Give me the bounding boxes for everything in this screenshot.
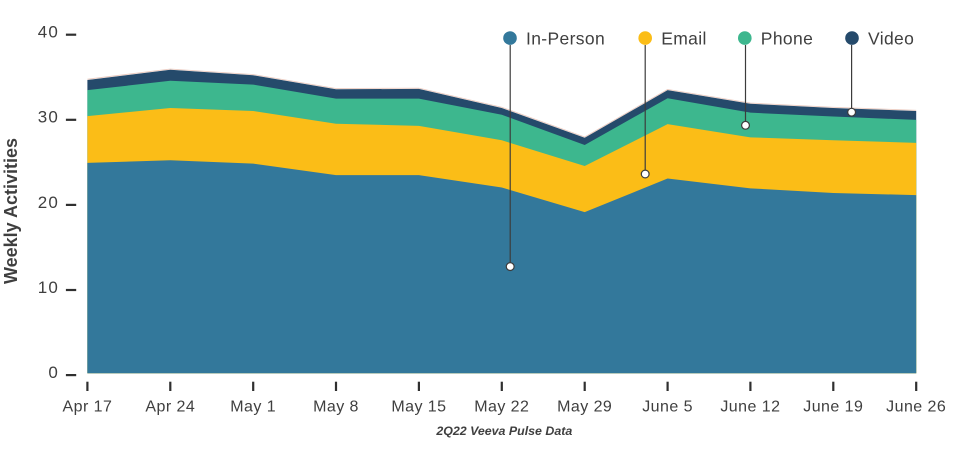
svg-text:20: 20 — [38, 193, 59, 212]
svg-text:Weekly Activities: Weekly Activities — [1, 138, 21, 284]
svg-text:May 15: May 15 — [391, 398, 446, 415]
svg-text:Email: Email — [661, 28, 707, 48]
svg-text:May 8: May 8 — [313, 398, 359, 415]
svg-text:June 26: June 26 — [886, 398, 946, 415]
svg-text:May 22: May 22 — [474, 398, 529, 415]
svg-text:40: 40 — [38, 23, 59, 42]
svg-text:10: 10 — [38, 278, 59, 297]
svg-text:May 29: May 29 — [557, 398, 612, 415]
svg-text:In-Person: In-Person — [526, 28, 605, 48]
svg-text:Video: Video — [868, 28, 914, 48]
svg-text:Phone: Phone — [761, 28, 813, 48]
svg-text:30: 30 — [38, 108, 59, 127]
svg-text:June 19: June 19 — [803, 398, 863, 415]
svg-text:Apr 24: Apr 24 — [145, 398, 195, 415]
svg-text:0: 0 — [48, 363, 59, 382]
svg-text:June 5: June 5 — [642, 398, 693, 415]
svg-text:May 1: May 1 — [230, 398, 276, 415]
svg-text:2Q22 Veeva Pulse Data: 2Q22 Veeva Pulse Data — [435, 424, 572, 438]
svg-text:June 12: June 12 — [720, 398, 780, 415]
svg-text:Apr 17: Apr 17 — [62, 398, 112, 415]
